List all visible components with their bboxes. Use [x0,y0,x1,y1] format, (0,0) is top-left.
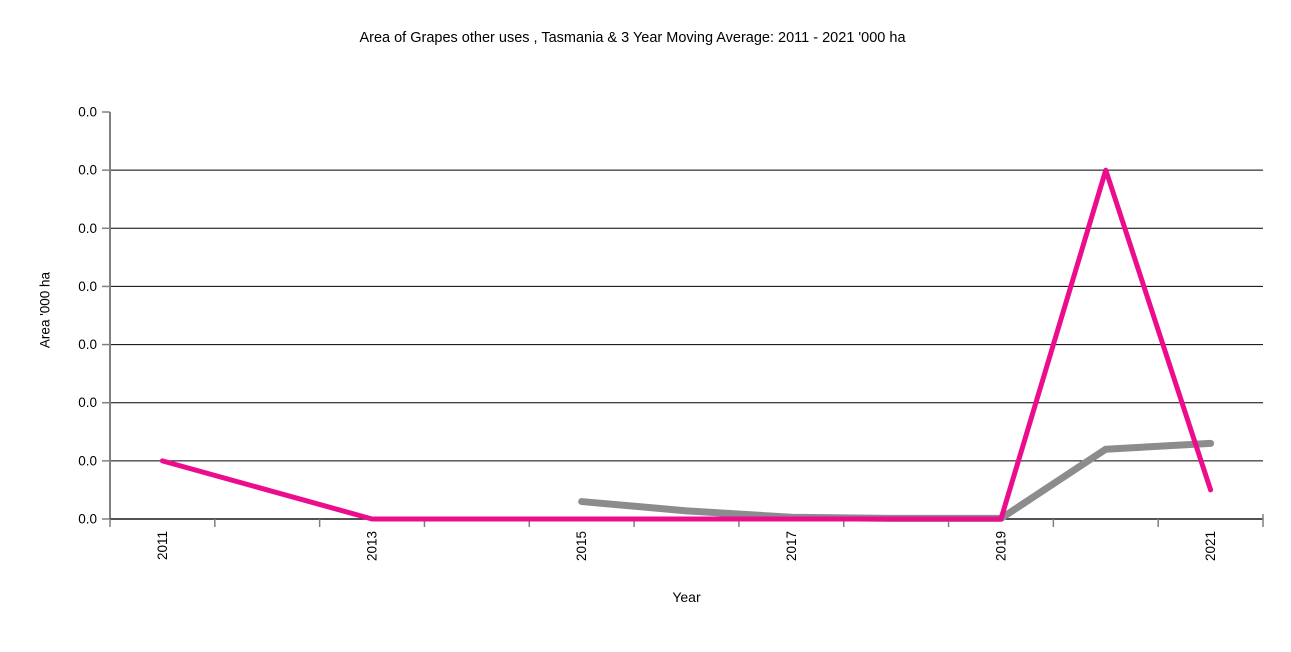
y-tick-label: 0.0 [78,163,97,178]
y-tick-label: 0.0 [78,395,97,410]
x-tick-label: 2017 [784,531,799,561]
y-tick-label: 0.0 [78,337,97,352]
x-tick-label: 2011 [155,531,170,560]
y-tick-label: 0.0 [78,105,97,120]
y-tick-label: 0.0 [78,279,97,294]
x-tick-label: 2019 [993,531,1008,561]
y-tick-label: 0.0 [78,512,97,527]
y-tick-label: 0.0 [78,221,97,236]
series-line-area-of-grapes-other-uses-tasmania [159,167,1214,522]
x-tick-label: 2015 [574,531,589,561]
x-tick-label: 2013 [365,531,380,561]
series-line-3-year-moving-average [578,439,1215,522]
chart-title: Area of Grapes other uses , Tasmania & 3… [359,30,906,46]
y-tick-label: 0.0 [78,453,97,468]
x-tick-label: 2021 [1203,531,1218,561]
x-axis-title: Year [672,589,701,605]
